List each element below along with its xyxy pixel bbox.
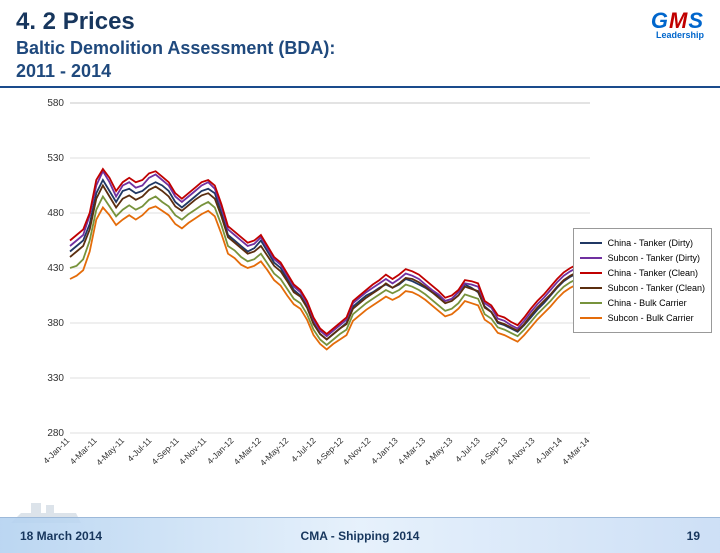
- x-axis-tick-label: 4-Jan-11: [41, 435, 72, 466]
- series-line: [70, 171, 590, 336]
- y-axis-tick-label: 580: [47, 98, 64, 109]
- brand-tagline: Leadership: [651, 30, 704, 40]
- x-axis-tick-label: 4-Jan-12: [205, 435, 236, 466]
- brand-logo: GMS Leadership: [651, 8, 704, 40]
- subtitle-line-1: Baltic Demolition Assessment (BDA):: [16, 38, 335, 59]
- legend-swatch: [580, 242, 602, 244]
- legend-swatch: [580, 317, 602, 319]
- footer-event: CMA - Shipping 2014: [301, 529, 420, 543]
- legend-item: China - Tanker (Dirty): [580, 238, 705, 248]
- y-axis-tick-label: 480: [47, 208, 64, 219]
- legend-label: China - Tanker (Clean): [608, 268, 698, 278]
- y-axis-tick-label: 380: [47, 318, 64, 329]
- legend-swatch: [580, 272, 602, 274]
- section-title: 4. 2 Prices: [16, 8, 335, 36]
- legend-item: China - Tanker (Clean): [580, 268, 705, 278]
- y-axis-tick-label: 330: [47, 373, 64, 384]
- y-axis-tick-label: 430: [47, 263, 64, 274]
- slide-header: 4. 2 Prices Baltic Demolition Assessment…: [0, 0, 720, 88]
- legend-item: Subcon - Tanker (Clean): [580, 283, 705, 293]
- legend-label: Subcon - Tanker (Dirty): [608, 253, 700, 263]
- legend-label: Subcon - Bulk Carrier: [608, 313, 694, 323]
- legend-item: Subcon - Tanker (Dirty): [580, 253, 705, 263]
- line-chart: 2803303804304805305804-Jan-114-Mar-114-M…: [40, 98, 600, 488]
- legend-label: Subcon - Tanker (Clean): [608, 283, 705, 293]
- x-axis-tick-label: 4-Nov-12: [341, 435, 373, 467]
- x-axis-tick-label: 4-May-12: [258, 435, 291, 468]
- x-axis-tick-label: 4-Sep-11: [150, 435, 182, 467]
- x-axis-tick-label: 4-Jan-14: [533, 435, 564, 466]
- series-line: [70, 180, 590, 340]
- slide-footer: 18 March 2014 CMA - Shipping 2014 19: [0, 517, 720, 553]
- x-axis-tick-label: 4-Sep-12: [313, 435, 345, 467]
- legend-swatch: [580, 302, 602, 304]
- x-axis-tick-label: 4-Mar-14: [560, 435, 592, 467]
- legend-label: China - Bulk Carrier: [608, 298, 687, 308]
- subtitle-line-2: 2011 - 2014: [16, 61, 335, 82]
- legend-swatch: [580, 257, 602, 259]
- legend-label: China - Tanker (Dirty): [608, 238, 693, 248]
- x-axis-tick-label: 4-Jan-13: [369, 435, 400, 466]
- legend-swatch: [580, 287, 602, 289]
- x-axis-tick-label: 4-Nov-13: [505, 435, 537, 467]
- footer-page-number: 19: [687, 529, 700, 543]
- legend-item: Subcon - Bulk Carrier: [580, 313, 705, 323]
- x-axis-tick-label: 4-Nov-11: [177, 435, 209, 467]
- chart-legend: China - Tanker (Dirty) Subcon - Tanker (D…: [573, 228, 712, 333]
- series-line: [70, 169, 590, 334]
- x-axis-tick-label: 4-May-13: [422, 435, 455, 468]
- x-axis-tick-label: 4-May-11: [94, 435, 126, 467]
- chart-container: 2803303804304805305804-Jan-114-Mar-114-M…: [0, 88, 720, 548]
- footer-date: 18 March 2014: [20, 529, 102, 543]
- x-axis-tick-label: 4-Sep-13: [478, 435, 510, 467]
- y-axis-tick-label: 530: [47, 153, 64, 164]
- legend-item: China - Bulk Carrier: [580, 298, 705, 308]
